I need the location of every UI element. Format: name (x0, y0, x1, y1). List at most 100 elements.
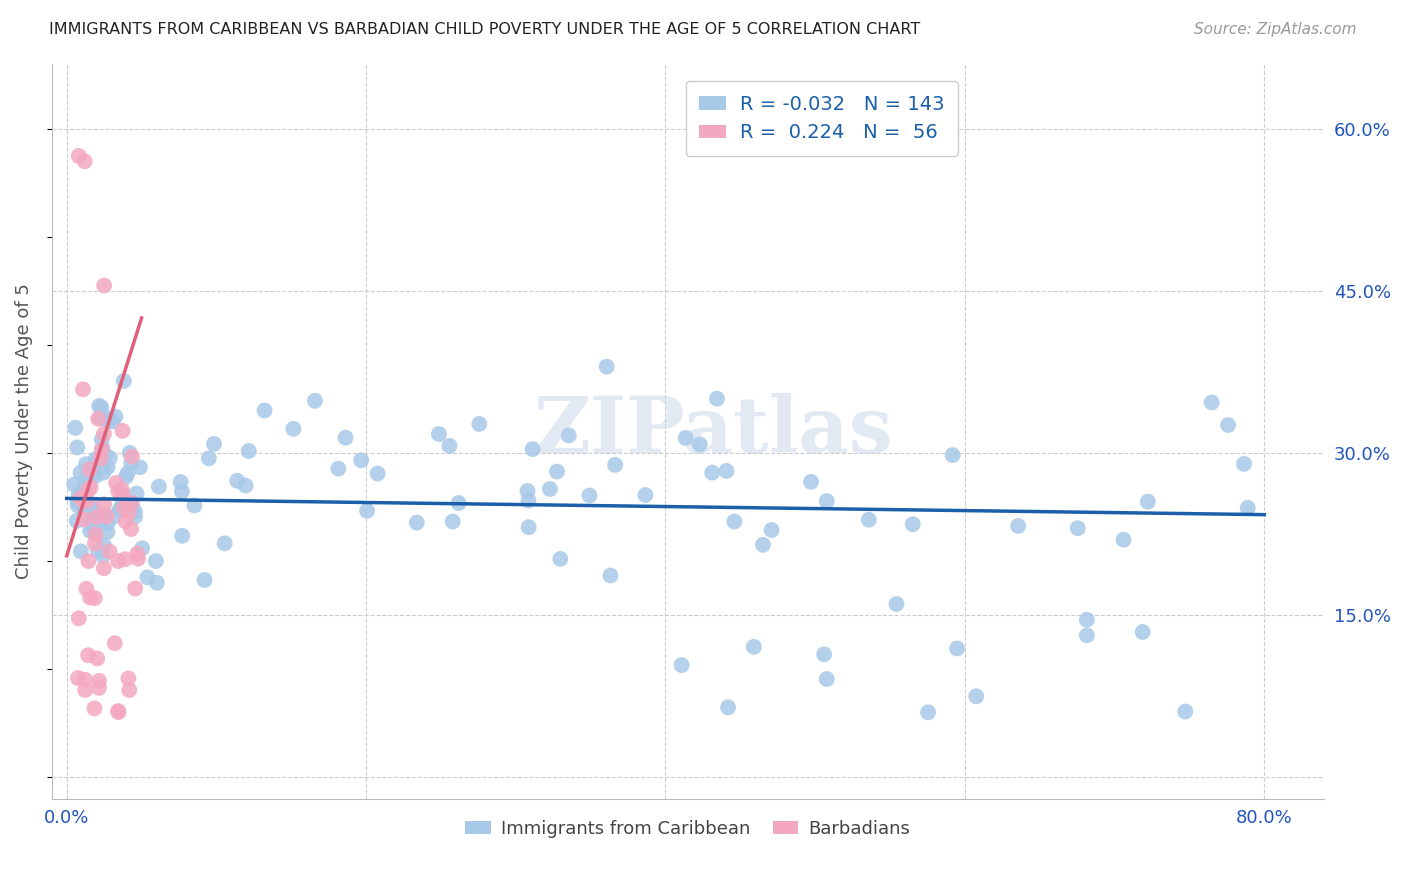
Point (84, 525, 107, 540)
Point (107, 704, 129, 718)
Point (129, 460, 152, 475)
Point (73, 494, 96, 508)
Point (90, 401, 112, 415)
Point (101, 415, 124, 429)
Point (96, 516, 118, 531)
Point (517, 520, 540, 534)
Point (79, 481, 101, 495)
Point (125, 486, 148, 500)
Point (90, 433, 112, 447)
Point (104, 409, 127, 424)
Point (96, 509, 118, 524)
Point (183, 499, 205, 513)
Point (226, 474, 249, 488)
Point (1236, 500, 1258, 515)
Point (965, 690, 987, 704)
Point (107, 484, 129, 499)
Point (752, 538, 775, 552)
Point (77, 467, 100, 482)
Legend: Immigrants from Caribbean, Barbadians: Immigrants from Caribbean, Barbadians (458, 813, 918, 845)
Point (578, 489, 600, 503)
Point (675, 431, 697, 445)
Point (127, 551, 149, 566)
Point (124, 582, 146, 596)
Point (107, 705, 129, 719)
Point (77, 554, 100, 568)
Point (111, 483, 134, 497)
Point (439, 439, 461, 453)
Point (717, 700, 740, 714)
Point (90, 442, 112, 457)
Point (131, 541, 153, 556)
Point (447, 496, 470, 510)
Point (79, 462, 101, 476)
Point (111, 486, 134, 500)
Point (516, 483, 538, 498)
Point (235, 478, 257, 492)
Point (112, 374, 135, 388)
Point (605, 458, 627, 472)
Point (86, 509, 108, 524)
Point (67, 611, 90, 625)
Point (706, 392, 728, 406)
Point (72, 382, 94, 396)
Point (77, 483, 100, 497)
Point (90, 513, 112, 527)
Point (723, 515, 745, 529)
Point (93, 538, 115, 552)
Point (69, 491, 91, 505)
Point (111, 424, 134, 438)
Point (65, 421, 87, 435)
Point (1112, 533, 1135, 547)
Point (328, 461, 350, 475)
Point (107, 554, 129, 568)
Point (538, 482, 561, 496)
Point (118, 505, 141, 519)
Point (118, 683, 141, 698)
Point (112, 500, 135, 515)
Point (75, 457, 97, 471)
Point (80, 518, 103, 533)
Point (1076, 628, 1098, 642)
Point (69, 544, 91, 558)
Point (172, 529, 194, 543)
Point (73, 512, 96, 526)
Point (557, 428, 579, 442)
Point (69, 487, 91, 501)
Point (89, 411, 111, 425)
Point (66, 671, 89, 685)
Point (117, 467, 139, 481)
Point (815, 494, 838, 508)
Point (689, 437, 711, 451)
Point (114, 515, 136, 529)
Point (87, 544, 110, 558)
Point (84, 452, 107, 467)
Point (214, 536, 236, 550)
Point (91, 549, 114, 563)
Point (127, 547, 149, 561)
Point (96, 524, 118, 539)
Point (634, 488, 657, 502)
Point (517, 493, 540, 508)
Point (76, 493, 98, 508)
Point (193, 573, 215, 587)
Point (367, 467, 389, 481)
Point (75, 474, 97, 488)
Text: IMMIGRANTS FROM CARIBBEAN VS BARBADIAN CHILD POVERTY UNDER THE AGE OF 5 CORRELAT: IMMIGRANTS FROM CARIBBEAN VS BARBADIAN C… (49, 22, 921, 37)
Point (815, 672, 838, 686)
Point (1007, 519, 1029, 533)
Point (83, 701, 105, 715)
Point (169, 475, 191, 489)
Point (1132, 624, 1154, 639)
Point (93, 278, 115, 293)
Point (94, 410, 117, 425)
Point (66, 494, 89, 508)
Point (73, 493, 96, 508)
Point (89, 399, 111, 413)
Point (120, 456, 142, 470)
Point (79, 591, 101, 605)
Point (405, 516, 427, 530)
Point (82, 508, 104, 523)
Point (350, 453, 373, 467)
Point (93, 507, 115, 521)
